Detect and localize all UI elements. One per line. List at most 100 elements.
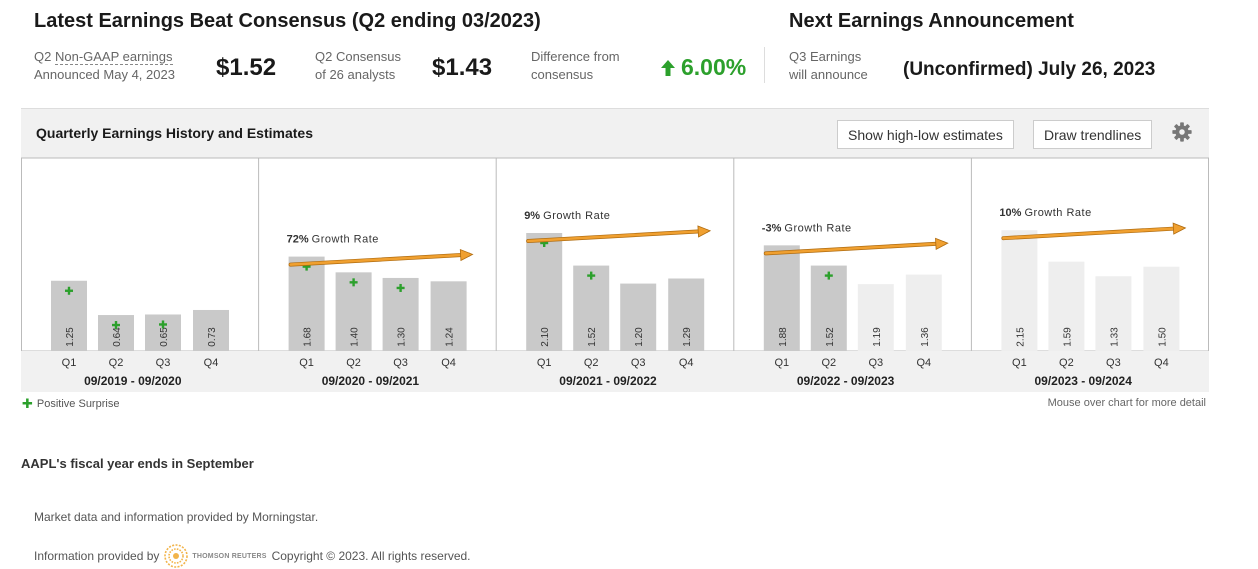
announced-date: Announced May 4, 2023 — [34, 67, 175, 82]
growth-rate-label: -3% Growth Rate — [762, 222, 852, 234]
bar-value-label: 1.24 — [445, 327, 456, 347]
bar-value-label: 1.59 — [1062, 327, 1073, 347]
earnings-bar — [193, 309, 229, 351]
growth-rate-pct: 9% — [524, 210, 543, 222]
trendline-arrowhead — [459, 248, 474, 262]
actual-eps-value: $1.52 — [216, 54, 277, 81]
quarter-label: Q1 — [774, 357, 789, 369]
quarter-label: Q1 — [1012, 357, 1027, 369]
up-arrow-icon — [661, 59, 675, 76]
positive-surprise-mark — [114, 321, 118, 330]
axis-strip — [21, 351, 1209, 392]
bar-value-label: 1.52 — [825, 327, 836, 347]
fiscal-year-label: 09/2023 - 09/2024 — [1034, 374, 1132, 388]
info-provided-line: Information provided by THOMSON REUTERS … — [34, 544, 471, 568]
next-earnings-title: Next Earnings Announcement — [789, 10, 1074, 32]
earnings-chart[interactable]: 1.25 Q1 0.64 Q2 0.65 Q3 0.73 Q4 09/2019 - 09/202… — [21, 157, 1209, 392]
earnings-bar — [668, 278, 705, 351]
fiscal-year-label: 09/2022 - 09/2023 — [797, 374, 895, 388]
consensus-line2: of 26 analysts — [315, 67, 396, 82]
quarter-label: Q3 — [868, 357, 883, 369]
show-high-low-button[interactable]: Show high-low estimates — [837, 120, 1014, 149]
earnings-chart-svg[interactable]: 1.25 Q1 0.64 Q2 0.65 Q3 0.73 Q4 09/2019 - 09/202… — [21, 157, 1209, 392]
quarter-label: Q4 — [441, 357, 456, 369]
growth-rate-text: Growth Rate — [312, 234, 379, 246]
legend-text: Positive Surprise — [36, 398, 120, 410]
earnings-bar — [905, 274, 942, 351]
positive-surprise-mark — [590, 271, 593, 280]
earnings-bar — [1095, 276, 1132, 351]
growth-rate-text: Growth Rate — [784, 222, 851, 234]
fiscal-year-label: 09/2021 - 09/2022 — [559, 374, 657, 388]
legend: ✚ Positive Surprise — [22, 396, 119, 412]
bar-value-label: 0.73 — [207, 327, 218, 347]
next-announcement-date: (Unconfirmed) July 26, 2023 — [903, 59, 1156, 80]
earnings-bar — [1001, 230, 1038, 351]
bar-value-label: 1.88 — [778, 327, 789, 347]
earnings-bar — [526, 233, 563, 351]
bar-value-label: 2.10 — [540, 327, 551, 347]
quarter-label: Q1 — [537, 357, 552, 369]
bar-value-label: 1.25 — [65, 327, 76, 347]
quarter-label: Q3 — [393, 357, 408, 369]
panel-title: Quarterly Earnings History and Estimates — [36, 125, 313, 141]
positive-surprise-mark — [399, 283, 402, 292]
bar-value-label: 1.20 — [634, 327, 645, 347]
quarter-label: Q3 — [1106, 357, 1121, 369]
positive-surprise-icon: ✚ — [22, 396, 33, 411]
earnings-bar — [763, 245, 800, 351]
earnings-bar — [98, 315, 134, 351]
growth-rate-text: Growth Rate — [1024, 207, 1091, 219]
consensus-line1: Q2 Consensus — [315, 49, 401, 64]
quarter-label: Q4 — [916, 357, 931, 369]
gear-icon[interactable] — [1171, 121, 1193, 143]
earnings-bar — [1048, 261, 1085, 351]
bar-value-label: 1.29 — [682, 327, 693, 347]
q3-earnings-label: Q3 Earnings will announce — [789, 48, 868, 84]
growth-rate-label: 72% Growth Rate — [287, 234, 379, 246]
earnings-bar — [430, 281, 467, 351]
growth-rate-text: Growth Rate — [543, 210, 610, 222]
positive-surprise-mark — [352, 278, 355, 287]
positive-surprise-mark — [543, 239, 546, 247]
quarter-label: Q2 — [1059, 357, 1074, 369]
earnings-bar — [857, 284, 894, 351]
bar-value-label: 1.19 — [872, 327, 883, 347]
trendline-arrowhead — [697, 225, 712, 238]
earnings-bar — [1143, 266, 1180, 351]
quarter-label: Q3 — [631, 357, 646, 369]
trendline-arrowhead — [1172, 222, 1187, 235]
growth-rate-label: 9% Growth Rate — [524, 210, 610, 222]
quarter-label: Q2 — [346, 357, 361, 369]
q3-line1: Q3 Earnings — [789, 49, 862, 64]
consensus-label: Q2 Consensus of 26 analysts — [315, 48, 401, 84]
trendline — [764, 242, 946, 255]
positive-surprise-mark — [67, 286, 71, 295]
bar-value-label: 1.33 — [1109, 327, 1120, 347]
earnings-bar — [810, 265, 847, 351]
earnings-bar — [620, 283, 657, 351]
market-data-note: Market data and information provided by … — [34, 510, 319, 524]
quarter-label: Q4 — [679, 357, 694, 369]
consensus-eps-value: $1.43 — [432, 54, 493, 81]
latest-earnings-title: Latest Earnings Beat Consensus (Q2 endin… — [34, 10, 541, 32]
q2-prefix: Q2 — [34, 49, 55, 64]
positive-surprise-mark — [161, 320, 165, 329]
fiscal-year-label: 09/2019 - 09/2020 — [84, 374, 182, 388]
fiscal-year-note: AAPL's fiscal year ends in September — [21, 456, 254, 471]
positive-surprise-mark — [827, 271, 830, 280]
trendline — [526, 229, 708, 243]
earnings-bar — [288, 256, 325, 351]
growth-rate-pct: 72% — [287, 234, 312, 246]
bar-value-label: 1.36 — [920, 327, 931, 347]
non-gaap-link[interactable]: Non-GAAP earnings — [54, 49, 173, 65]
quarter-label: Q4 — [204, 357, 219, 369]
quarter-label: Q1 — [299, 357, 314, 369]
growth-rate-pct: 10% — [999, 207, 1024, 219]
fiscal-year-label: 09/2020 - 09/2021 — [322, 374, 420, 388]
bar-value-label: 2.15 — [1015, 327, 1026, 347]
mouse-over-note: Mouse over chart for more detail — [1047, 397, 1206, 409]
quarter-label: Q3 — [156, 357, 171, 369]
positive-surprise-mark — [305, 262, 308, 271]
draw-trendlines-button[interactable]: Draw trendlines — [1033, 120, 1153, 149]
